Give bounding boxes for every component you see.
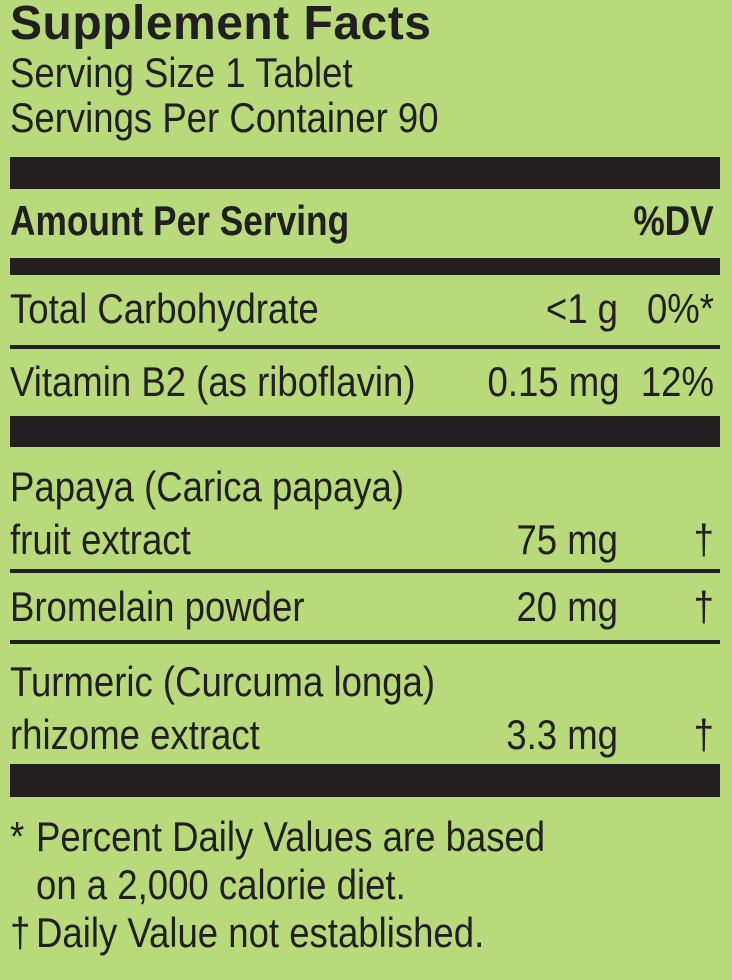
thin-divider [10, 569, 720, 573]
amount-per-serving-header: Amount Per Serving [10, 197, 350, 244]
table-row: Total Carbohydrate <1 g 0%* [0, 275, 732, 345]
thick-divider-bottom [10, 764, 720, 797]
column-header-row: Amount Per Serving %DV [0, 189, 732, 244]
ingredient-amount: <1 g [545, 285, 618, 332]
footnote-line: Daily Value not established. [36, 909, 485, 956]
table-row: Vitamin B2 (as riboflavin) 0.15 mg 12% [0, 349, 732, 416]
ingredient-name-line1: Turmeric (Curcuma longa) [10, 658, 436, 705]
ingredient-name: Total Carbohydrate [10, 285, 319, 332]
dagger-marker: † [10, 909, 31, 956]
footnote-line: Percent Daily Values are based [36, 813, 546, 860]
footnote-line: on a 2,000 calorie diet. [36, 861, 406, 908]
table-row: Bromelain powder 20 mg † [0, 573, 732, 640]
ingredient-dv: † [693, 583, 714, 630]
thin-divider [10, 345, 720, 349]
servings-per-container-line: Servings Per Container 90 [10, 95, 732, 140]
panel-title: Supplement Facts [10, 0, 432, 50]
ingredient-dv: † [693, 711, 714, 758]
ingredient-dv: 0%* [646, 285, 714, 332]
ingredient-name-line1: Papaya (Carica papaya) [10, 463, 405, 510]
table-row: Papaya (Carica papaya) fruit extract 75 … [0, 447, 732, 569]
percent-dv-header: %DV [633, 197, 714, 244]
ingredient-amount: 0.15 mg [487, 358, 620, 405]
ingredient-name-line2: rhizome extract [10, 711, 260, 758]
ingredient-amount: 75 mg [516, 516, 618, 563]
asterisk-marker: * [10, 813, 25, 860]
serving-size-line: Serving Size 1 Tablet [10, 50, 732, 95]
thick-divider-top [10, 157, 720, 189]
medium-divider [10, 258, 720, 275]
ingredient-dv: 12% [640, 358, 714, 405]
thin-divider [10, 640, 720, 644]
ingredient-name: Vitamin B2 (as riboflavin) [10, 358, 416, 405]
ingredient-dv: † [693, 516, 714, 563]
footnote-dv-not-established: † Daily Value not established. [10, 909, 714, 957]
ingredient-amount: 20 mg [516, 583, 618, 630]
thick-divider-middle [10, 416, 720, 447]
serving-size-text: Serving Size 1 Tablet [10, 49, 353, 96]
ingredient-name-line2: fruit extract [10, 516, 191, 563]
servings-per-container-text: Servings Per Container 90 [10, 94, 439, 141]
ingredient-amount: 3.3 mg [506, 711, 618, 758]
ingredient-name: Bromelain powder [10, 583, 305, 630]
footnotes: * Percent Daily Values are based on a 2,… [10, 813, 714, 957]
table-row: Turmeric (Curcuma longa) rhizome extract… [0, 644, 732, 764]
footnote-daily-values: * Percent Daily Values are based on a 2,… [10, 813, 714, 909]
